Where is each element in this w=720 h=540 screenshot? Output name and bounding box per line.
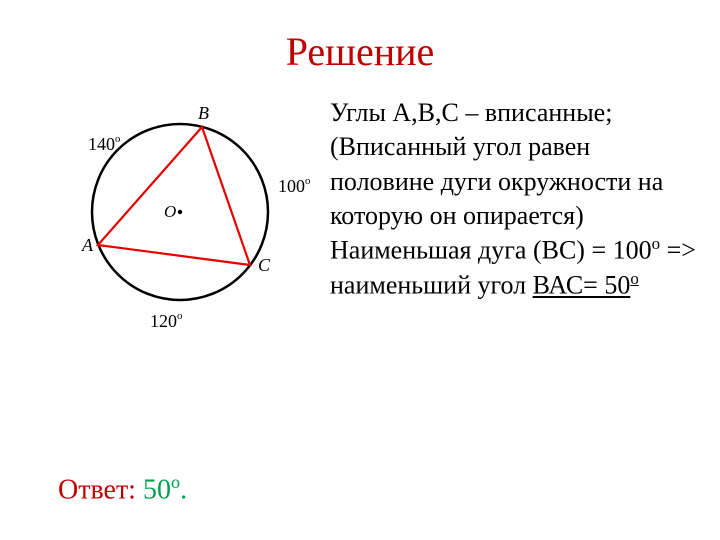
center-label: O — [164, 202, 176, 221]
deg-2: о — [630, 269, 638, 288]
answer-label: Ответ: — [58, 474, 143, 505]
vertex-label-C: C — [258, 255, 271, 275]
arc-label-2: 120o — [150, 310, 182, 331]
center-dot — [178, 210, 182, 214]
explain-line-3: Наименьшая дуга (ВС) = 100о => наименьши… — [330, 233, 700, 303]
answer-value: 50 — [143, 474, 171, 505]
geometry-diagram: O A B C 140o 100o 120o — [30, 82, 310, 347]
explain-line-1: Углы А,В,С – вписанные; — [330, 96, 700, 130]
text-arc-c: ВАС= 50 — [533, 271, 631, 300]
text-theorem: (Вписанный угол равен половине дуги окру… — [330, 132, 663, 230]
explanation: Углы А,В,С – вписанные; (Вписанный угол … — [330, 96, 700, 303]
answer-period: . — [180, 474, 187, 505]
title-text: Решение — [286, 29, 435, 74]
answer-deg: о — [171, 472, 180, 492]
explain-line-2: (Вписанный угол равен половине дуги окру… — [330, 130, 700, 233]
deg-1: о — [652, 234, 660, 253]
text-inscribed: Углы А,В,С – вписанные; — [330, 98, 612, 127]
answer: Ответ: 50о. — [58, 472, 187, 506]
diagram-svg: O A B C 140o 100o 120o — [30, 82, 310, 342]
page-title: Решение — [0, 28, 720, 75]
vertex-label-B: B — [198, 103, 209, 123]
vertex-label-A: A — [81, 235, 94, 255]
arc-label-1: 100o — [278, 175, 310, 196]
text-arc-a: Наименьшая дуга (ВС) = 100 — [330, 236, 652, 265]
